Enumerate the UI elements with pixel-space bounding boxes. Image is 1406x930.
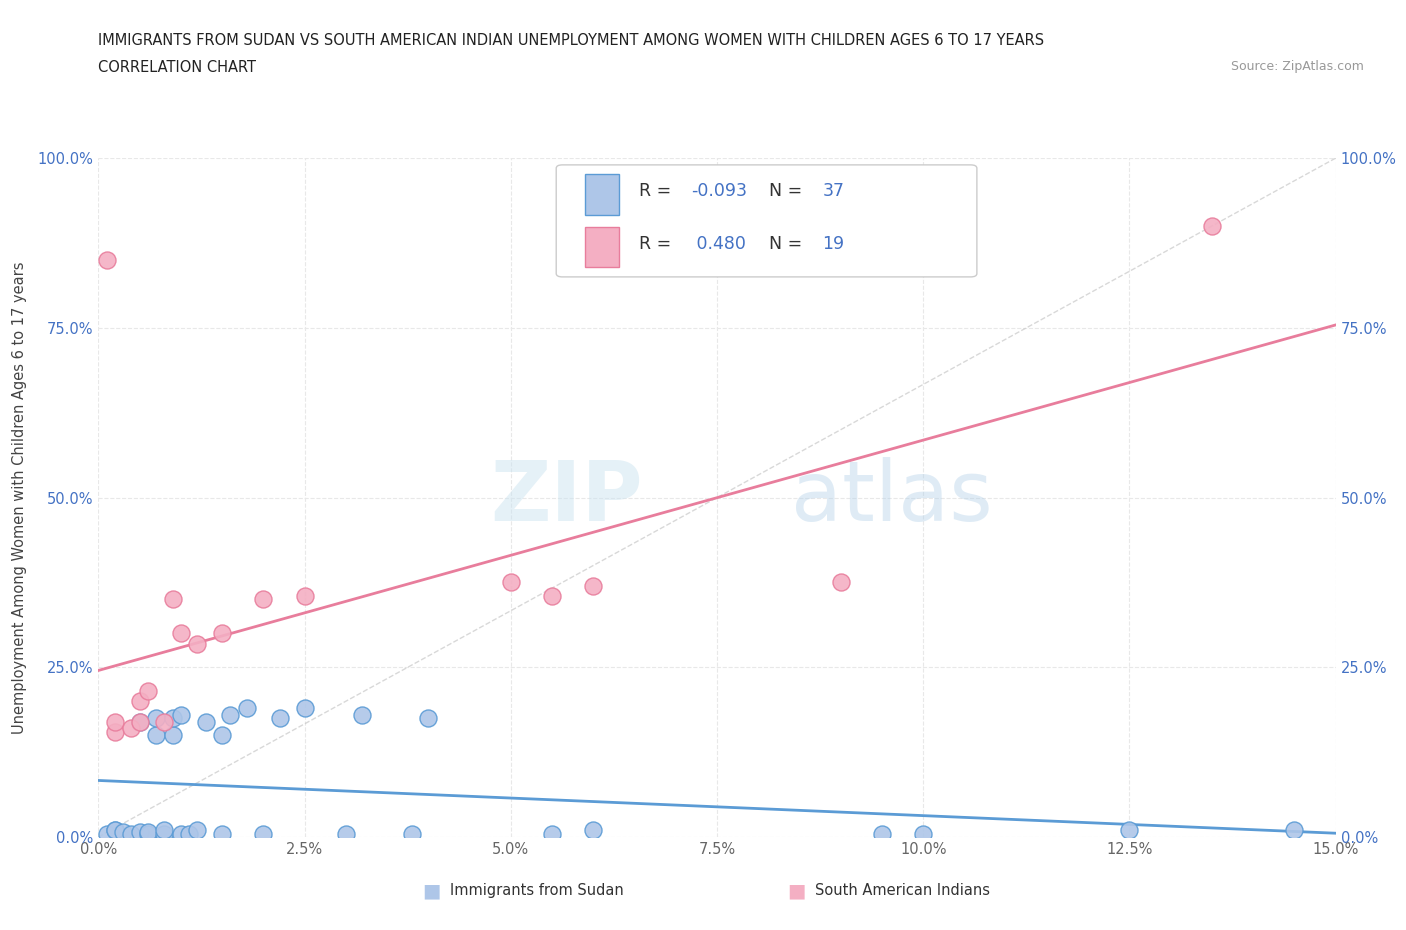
Point — [335, 826, 357, 841]
Point — [1118, 823, 1140, 838]
Point — [830, 575, 852, 590]
Point — [145, 727, 167, 742]
Point — [104, 823, 127, 838]
Point — [582, 578, 605, 593]
Point — [219, 708, 242, 723]
Text: R =: R = — [640, 182, 676, 200]
Point — [211, 626, 233, 641]
FancyBboxPatch shape — [585, 227, 619, 267]
Point — [541, 826, 564, 841]
Text: ■: ■ — [422, 882, 440, 900]
Point — [120, 826, 142, 841]
Point — [128, 824, 150, 839]
Text: ZIP: ZIP — [491, 457, 643, 538]
Point — [96, 826, 118, 841]
Text: ■: ■ — [787, 882, 806, 900]
Text: R =: R = — [640, 234, 676, 253]
Point — [1201, 219, 1223, 233]
Point — [211, 826, 233, 841]
Point — [294, 589, 316, 604]
Point — [128, 714, 150, 729]
Point — [153, 826, 176, 841]
Point — [352, 708, 374, 723]
Text: atlas: atlas — [792, 457, 993, 538]
Point — [145, 711, 167, 725]
FancyBboxPatch shape — [557, 165, 977, 277]
Text: South American Indians: South American Indians — [815, 884, 990, 898]
Text: N =: N = — [769, 234, 808, 253]
Point — [186, 636, 208, 651]
Point — [170, 826, 193, 841]
Point — [153, 823, 176, 838]
Point — [1284, 823, 1306, 838]
Point — [170, 626, 193, 641]
Point — [194, 714, 217, 729]
Point — [162, 592, 184, 607]
Text: N =: N = — [769, 182, 808, 200]
Text: 37: 37 — [823, 182, 844, 200]
Point — [128, 694, 150, 709]
FancyBboxPatch shape — [585, 174, 619, 215]
Point — [96, 253, 118, 268]
Point — [136, 824, 159, 839]
Y-axis label: Unemployment Among Women with Children Ages 6 to 17 years: Unemployment Among Women with Children A… — [11, 261, 27, 734]
Point — [211, 727, 233, 742]
Point — [112, 824, 135, 839]
Point — [870, 826, 893, 841]
Point — [162, 727, 184, 742]
Text: Source: ZipAtlas.com: Source: ZipAtlas.com — [1230, 60, 1364, 73]
Point — [136, 826, 159, 841]
Point — [401, 826, 423, 841]
Point — [186, 823, 208, 838]
Point — [128, 714, 150, 729]
Point — [170, 708, 193, 723]
Point — [499, 575, 522, 590]
Text: 0.480: 0.480 — [692, 234, 747, 253]
Text: CORRELATION CHART: CORRELATION CHART — [98, 60, 256, 75]
Point — [162, 711, 184, 725]
Point — [136, 684, 159, 698]
Point — [104, 724, 127, 739]
Text: Immigrants from Sudan: Immigrants from Sudan — [450, 884, 624, 898]
Point — [269, 711, 291, 725]
Point — [153, 714, 176, 729]
Point — [179, 826, 201, 841]
Point — [120, 721, 142, 736]
Point — [104, 823, 127, 838]
Text: -0.093: -0.093 — [692, 182, 747, 200]
Point — [912, 826, 935, 841]
Point — [104, 714, 127, 729]
Point — [294, 700, 316, 715]
Point — [541, 589, 564, 604]
Text: IMMIGRANTS FROM SUDAN VS SOUTH AMERICAN INDIAN UNEMPLOYMENT AMONG WOMEN WITH CHI: IMMIGRANTS FROM SUDAN VS SOUTH AMERICAN … — [98, 33, 1045, 47]
Text: 19: 19 — [823, 234, 845, 253]
Point — [252, 592, 274, 607]
Point — [236, 700, 259, 715]
Point — [252, 826, 274, 841]
Point — [582, 823, 605, 838]
Point — [418, 711, 440, 725]
